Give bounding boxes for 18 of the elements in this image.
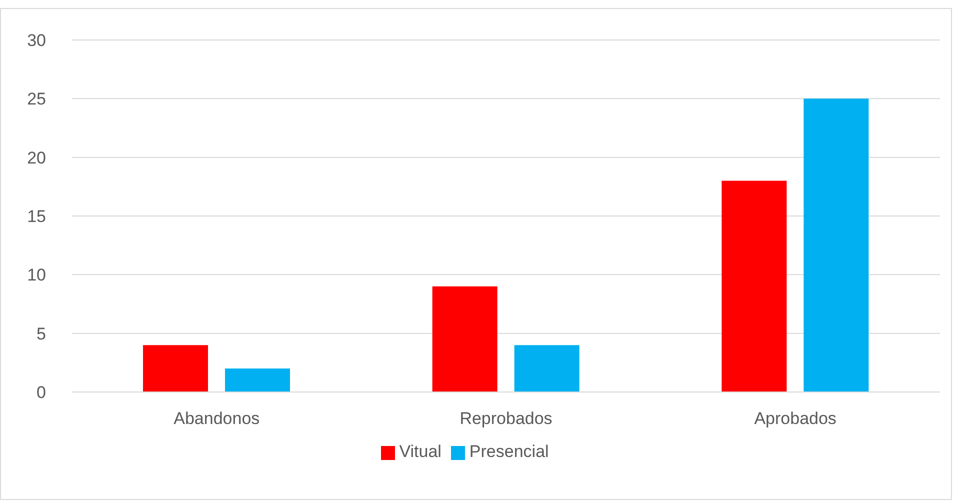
x-tick-label: Aprobados	[754, 409, 836, 428]
bar	[143, 345, 208, 392]
y-tick-label: 0	[36, 383, 46, 402]
bar	[722, 180, 787, 392]
x-tick-label: Reprobados	[460, 409, 552, 428]
bar	[432, 286, 498, 392]
x-tick-label: Abandonos	[174, 409, 260, 428]
y-tick-label: 30	[27, 31, 46, 50]
bar	[804, 98, 869, 392]
y-tick-label: 20	[27, 148, 46, 168]
y-tick-label: 5	[36, 324, 46, 344]
y-tick-label: 15	[27, 207, 46, 226]
legend-label: Vitual	[399, 442, 442, 461]
y-tick-label: 10	[27, 266, 46, 285]
bar	[225, 368, 290, 392]
bar	[514, 345, 580, 392]
legend-label: Presencial	[469, 442, 549, 461]
y-tick-label: 25	[27, 90, 46, 109]
